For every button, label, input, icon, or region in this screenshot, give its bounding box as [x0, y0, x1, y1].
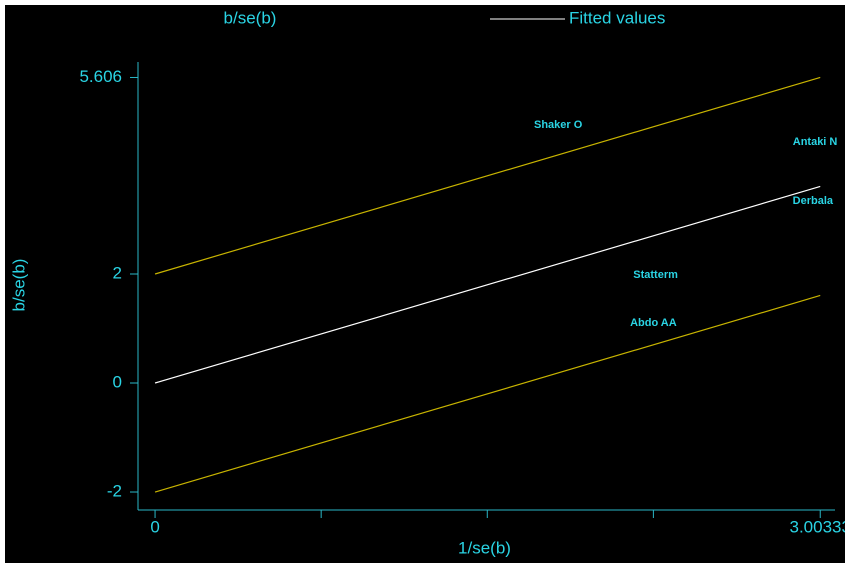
confidence-band [154, 294, 821, 493]
y-tick-label: 5.606 [79, 67, 122, 86]
x-tick-label: 0 [150, 517, 159, 536]
point-label: Antaki N [793, 136, 838, 148]
point-label: Shaker O [534, 119, 583, 131]
legend-label: b/se(b) [224, 8, 277, 27]
x-axis-title: 1/se(b) [458, 538, 511, 557]
y-tick-label: 2 [113, 263, 122, 282]
point-label: Derbala [793, 195, 834, 207]
confidence-band [154, 76, 821, 275]
y-axis-title: b/se(b) [9, 259, 28, 312]
point-label: Abdo AA [630, 317, 677, 329]
point-label: Statterm [633, 269, 678, 281]
x-tick-label: 3.00333 [790, 517, 845, 536]
legend-label: Fitted values [569, 8, 665, 27]
y-tick-label: 0 [113, 372, 122, 391]
background [5, 5, 845, 563]
fitted-line [154, 185, 821, 384]
y-tick-label: -2 [107, 481, 122, 500]
